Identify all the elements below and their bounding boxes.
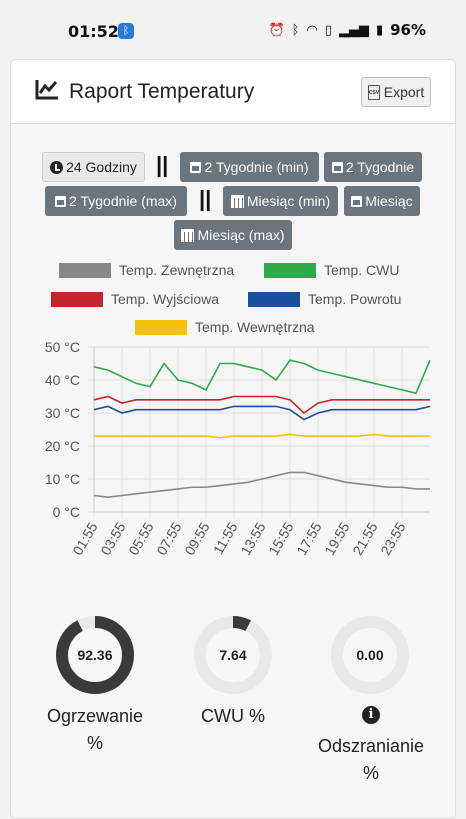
legend-label: Temp. Wyjściowa	[111, 291, 220, 307]
range-2w-label: 2 Tygodnie	[345, 159, 415, 175]
calendar-icon	[55, 195, 67, 207]
export-button[interactable]: CSV Export	[361, 77, 431, 107]
legend-label: Temp. Zewnętrzna	[119, 262, 235, 278]
x-tick-label: 17:55	[293, 519, 324, 558]
line-chart-icon	[35, 80, 58, 100]
legend-item-cwu[interactable]: Temp. CWU	[264, 262, 399, 278]
clock-icon	[50, 160, 64, 174]
legend-swatch	[51, 291, 103, 307]
legend-label: Temp. CWU	[324, 262, 400, 278]
volte-icon: ▯	[324, 22, 332, 38]
x-tick-label: 13:55	[237, 519, 268, 558]
calendar-icon	[351, 195, 363, 207]
info-icon[interactable]: i	[362, 706, 380, 724]
legend-item-wew[interactable]: Temp. Wewnętrzna	[135, 319, 315, 335]
range-2w-max-button[interactable]: 2 Tygodnie (max)	[45, 186, 187, 216]
gauge-label-line2: %	[86, 733, 103, 753]
legend-swatch	[264, 262, 316, 278]
gauge-label-cwu: CWU %	[158, 706, 308, 727]
x-tick-label: 15:55	[265, 519, 296, 558]
gauge-label-heating: Ogrzewanie %	[20, 706, 170, 754]
legend-swatch	[248, 291, 300, 307]
x-tick-label: 07:55	[153, 519, 184, 558]
alarm-icon: ⏰	[268, 22, 285, 38]
range-month-button[interactable]: Miesiąc	[344, 186, 420, 216]
calendar-grid-icon	[230, 194, 244, 208]
calendar-icon	[190, 161, 202, 173]
y-tick-label: 30 °C	[45, 405, 80, 421]
legend-swatch	[135, 319, 187, 335]
range-month-label: Miesiąc	[365, 193, 413, 209]
gauge-label-line1: CWU %	[201, 706, 265, 726]
x-tick-label: 09:55	[181, 519, 212, 558]
range-2w-button[interactable]: 2 Tygodnie	[324, 152, 422, 182]
csv-file-icon: CSV	[367, 84, 380, 100]
range-2w-min-button[interactable]: 2 Tygodnie (min)	[180, 152, 319, 182]
series-line-wyj	[93, 395, 430, 415]
legend-label: Temp. Wewnętrzna	[195, 319, 315, 335]
page-title: Raport Temperatury	[69, 80, 255, 103]
bluetooth-icon: ᛒ	[291, 22, 300, 38]
series-line-pow	[93, 405, 431, 421]
range-24h-label: 24 Godziny	[66, 159, 137, 175]
range-separator: ||	[156, 152, 169, 177]
status-bar: 01:52 ᛒ ⏰ ᛒ ◠ ▯ ▂▄▆ ▮ 96%	[0, 0, 466, 60]
range-2w-min-label: 2 Tygodnie (min)	[204, 159, 309, 175]
export-label: Export	[383, 84, 425, 100]
series-line-zew	[93, 471, 430, 498]
range-month-max-label: Miesiąc (max)	[197, 227, 285, 243]
y-tick-label: 0 °C	[53, 504, 80, 520]
bluetooth-notification-icon: ᛒ	[118, 23, 134, 39]
range-month-max-button[interactable]: Miesiąc (max)	[174, 220, 292, 250]
battery-icon: ▮	[375, 22, 384, 38]
range-separator: ||	[199, 186, 212, 211]
calendar-grid-icon	[181, 228, 195, 242]
x-tick-label: 11:55	[210, 519, 241, 557]
x-tick-label: 03:55	[97, 519, 128, 558]
gauge-label-defrost: Odszranianie %	[296, 736, 446, 784]
series-line-cwu	[93, 359, 431, 395]
y-tick-label: 20 °C	[45, 438, 80, 454]
x-tick-label: 01:55	[69, 519, 100, 558]
range-24h-button[interactable]: 24 Godziny	[42, 152, 145, 182]
y-tick-label: 10 °C	[45, 471, 80, 487]
legend-item-zew[interactable]: Temp. Zewnętrzna	[59, 262, 234, 278]
signal-icon: ▂▄▆	[338, 22, 369, 38]
y-tick-label: 40 °C	[45, 372, 80, 388]
x-tick-label: 23:55	[377, 519, 408, 558]
range-2w-max-label: 2 Tygodnie (max)	[69, 193, 177, 209]
range-month-min-label: Miesiąc (min)	[246, 193, 331, 209]
gauge-label-line1: Ogrzewanie	[46, 706, 144, 726]
legend-swatch	[59, 262, 111, 278]
legend-label: Temp. Powrotu	[308, 291, 402, 307]
legend-item-wyj[interactable]: Temp. Wyjściowa	[51, 291, 219, 307]
x-tick-label: 05:55	[125, 519, 156, 558]
range-month-min-button[interactable]: Miesiąc (min)	[223, 186, 338, 216]
gauge-label-line1: Odszranianie	[317, 736, 425, 756]
battery-percent: 96%	[390, 21, 426, 39]
temperature-line-chart: 0 °C10 °C20 °C30 °C40 °C50 °C01:5503:550…	[45, 339, 431, 558]
legend-item-pow[interactable]: Temp. Powrotu	[248, 291, 401, 307]
y-tick-label: 50 °C	[45, 339, 80, 355]
calendar-icon	[331, 161, 343, 173]
status-icons: ⏰ ᛒ ◠ ▯ ▂▄▆ ▮ 96%	[268, 21, 426, 39]
x-tick-label: 21:55	[349, 519, 380, 558]
wifi-icon: ◠	[306, 22, 318, 38]
status-time: 01:52	[68, 22, 119, 41]
x-tick-label: 19:55	[321, 519, 352, 558]
series-line-wew	[94, 433, 430, 439]
card-header: Raport Temperatury CSV Export	[11, 60, 455, 124]
gauge-label-line2: %	[362, 763, 379, 783]
